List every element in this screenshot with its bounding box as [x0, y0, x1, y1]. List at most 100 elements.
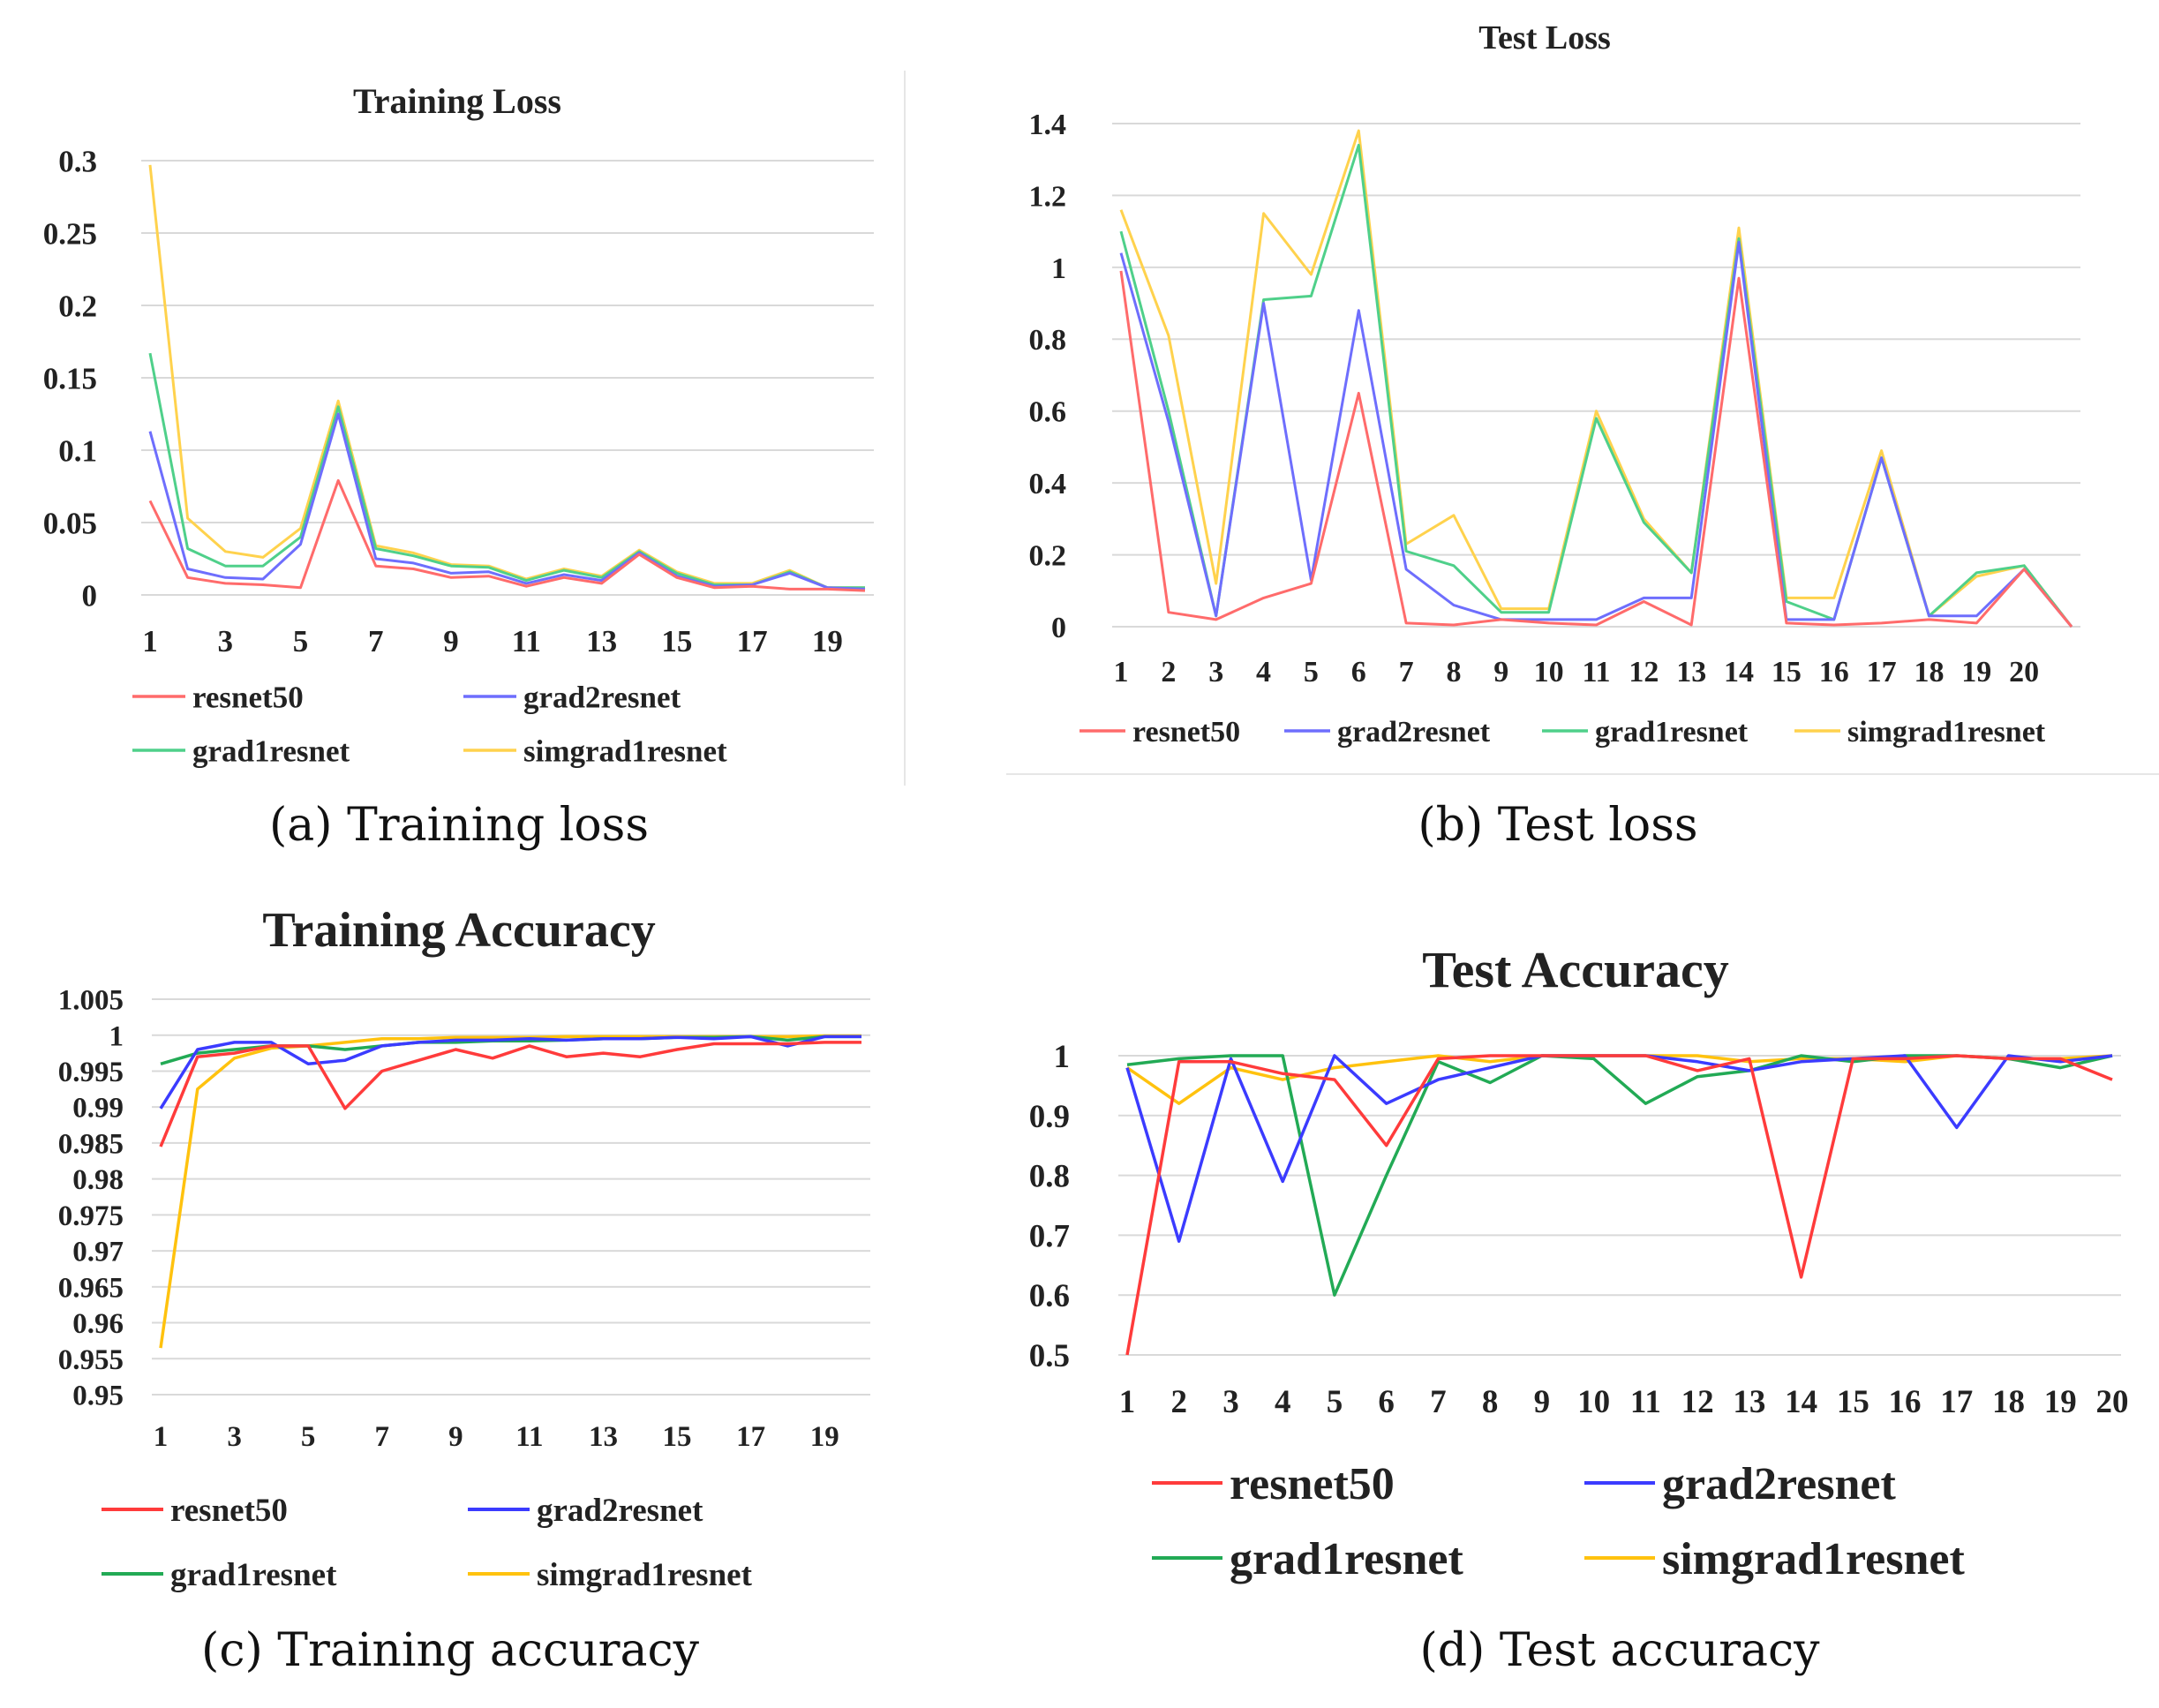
- chart-c: Training Accuracy 0.95 0.955 0.96 0.965 0.97 0…: [58, 903, 870, 1593]
- y-tick-label: 0.95: [72, 1381, 124, 1412]
- panel-training-accuracy: Training Accuracy 0.95 0.955 0.96 0.965 0.97 0…: [0, 883, 909, 1651]
- series-line-resnet50: [159, 1041, 861, 1147]
- x-tick-label: 18: [1992, 1384, 2025, 1420]
- y-tick-label: 1.2: [1029, 180, 1067, 213]
- x-tick-label: 17: [736, 1421, 765, 1453]
- x-tick-label: 14: [1785, 1384, 1817, 1420]
- legend-label-resnet50: resnet50: [1132, 716, 1240, 749]
- x-tick-label: 11: [1582, 656, 1610, 688]
- y-tick-label: 0.05: [43, 506, 97, 540]
- x-tick-label: 18: [1914, 656, 1944, 688]
- legend-label-resnet50: resnet50: [170, 1493, 288, 1529]
- x-tick-label: 7: [1430, 1384, 1447, 1420]
- series-line-grad1resnet: [148, 352, 865, 590]
- y-tick-label: 0.4: [1029, 468, 1067, 500]
- y-tick-label: 0.985: [58, 1128, 124, 1160]
- x-tick-label: 9: [448, 1421, 463, 1453]
- x-tick-label: 1: [154, 1421, 169, 1453]
- y-tick-label: 0.98: [72, 1164, 124, 1196]
- y-tick-label: 0.975: [58, 1200, 124, 1232]
- legend-label-grad2resnet: grad2resnet: [1662, 1459, 1896, 1509]
- x-tick-label: 17: [1940, 1384, 1973, 1420]
- series-line-simgrad1resnet: [1119, 129, 2073, 628]
- legend-label-resnet50: resnet50: [192, 680, 304, 714]
- y-tick-label: 0: [82, 578, 98, 613]
- legend-label-grad2resnet: grad2resnet: [523, 680, 681, 714]
- x-tick-label: 3: [227, 1421, 242, 1453]
- panel-training-loss: Training Loss 0 0.05 0.1 0.15 0.2 0.25 0.3 1 3 5 7 9…: [0, 0, 909, 794]
- x-tick-label: 15: [1772, 656, 1802, 688]
- x-tick-label: 5: [301, 1421, 316, 1453]
- x-tick-label: 8: [1446, 656, 1461, 688]
- x-tick-label: 5: [293, 624, 309, 658]
- x-tick-label: 2: [1161, 656, 1176, 688]
- divider-top-left: [904, 71, 906, 786]
- x-tick-label: 2: [1170, 1384, 1187, 1420]
- y-tick-label: 1.4: [1029, 109, 1067, 141]
- y-tick-label: 1: [109, 1020, 124, 1052]
- caption-c: (c) Training accuracy: [201, 1624, 699, 1677]
- x-tick-label: 17: [737, 624, 768, 658]
- series-line-simgrad1resnet: [148, 164, 865, 590]
- y-tick-label: 1.005: [58, 985, 124, 1017]
- x-tick-label: 7: [1399, 656, 1414, 688]
- series-line-grad2resnet: [148, 412, 866, 591]
- x-tick-label: 6: [1351, 656, 1366, 688]
- legend-label-grad1resnet: grad1resnet: [192, 734, 350, 768]
- x-tick-label: 5: [1327, 1384, 1343, 1420]
- x-tick-label: 20: [2096, 1384, 2129, 1420]
- series-line-resnet50: [1119, 270, 2073, 628]
- y-tick-label: 0.8: [1029, 324, 1067, 357]
- x-tick-label: 12: [1629, 656, 1659, 688]
- chart-title: Test Accuracy: [1422, 941, 1728, 998]
- legend-label-resnet50: resnet50: [1230, 1459, 1395, 1509]
- x-tick-label: 3: [218, 624, 234, 658]
- caption-a: (a) Training loss: [268, 799, 649, 852]
- x-tick-label: 7: [374, 1421, 389, 1453]
- x-tick-label: 5: [1304, 656, 1319, 688]
- legend-label-grad1resnet: grad1resnet: [1230, 1534, 1463, 1584]
- chart-title: Test Loss: [1478, 19, 1611, 56]
- legend-label-grad1resnet: grad1resnet: [170, 1557, 337, 1593]
- x-tick-label: 11: [515, 1421, 543, 1453]
- x-tick-label: 6: [1378, 1384, 1395, 1420]
- y-tick-label: 0.25: [43, 216, 97, 251]
- x-tick-label: 14: [1724, 656, 1754, 688]
- caption-b: (b) Test loss: [1418, 799, 1698, 852]
- caption-d: (d) Test accuracy: [1419, 1624, 1820, 1677]
- x-tick-label: 15: [1837, 1384, 1869, 1420]
- chart-title: Training Accuracy: [262, 903, 655, 958]
- x-tick-label: 3: [1208, 656, 1223, 688]
- divider-top-right: [1006, 773, 2159, 775]
- y-tick-label: 0.7: [1029, 1218, 1070, 1254]
- series-line-resnet50: [148, 478, 866, 592]
- legend-label-simgrad1resnet: simgrad1resnet: [523, 734, 727, 768]
- x-tick-label: 13: [586, 624, 617, 658]
- y-tick-label: 0.97: [72, 1237, 124, 1268]
- x-tick-label: 11: [512, 624, 541, 658]
- legend-label-grad1resnet: grad1resnet: [1595, 716, 1749, 749]
- x-tick-label: 13: [1733, 1384, 1765, 1420]
- series-line-simgrad1resnet: [159, 1034, 861, 1349]
- x-tick-label: 20: [2009, 656, 2039, 688]
- x-tick-label: 9: [1493, 656, 1508, 688]
- y-tick-label: 1: [1054, 1039, 1071, 1075]
- x-tick-label: 1: [1119, 1384, 1136, 1420]
- x-tick-label: 19: [1961, 656, 1991, 688]
- y-tick-label: 0.3: [58, 144, 97, 178]
- x-tick-label: 11: [1630, 1384, 1661, 1420]
- y-tick-label: 0.2: [58, 289, 97, 323]
- x-tick-label: 7: [368, 624, 384, 658]
- x-tick-label: 17: [1867, 656, 1897, 688]
- legend-label-simgrad1resnet: simgrad1resnet: [1662, 1534, 1965, 1584]
- y-tick-label: 0.955: [58, 1344, 124, 1376]
- y-tick-label: 0.1: [58, 433, 97, 468]
- y-tick-label: 1: [1051, 252, 1066, 285]
- legend-label-grad2resnet: grad2resnet: [537, 1493, 703, 1529]
- x-tick-label: 4: [1256, 656, 1271, 688]
- y-tick-label: 0.5: [1029, 1338, 1070, 1374]
- y-tick-label: 0.965: [58, 1272, 124, 1304]
- x-tick-label: 9: [1534, 1384, 1551, 1420]
- y-tick-label: 0.2: [1029, 539, 1067, 572]
- x-tick-label: 10: [1534, 656, 1564, 688]
